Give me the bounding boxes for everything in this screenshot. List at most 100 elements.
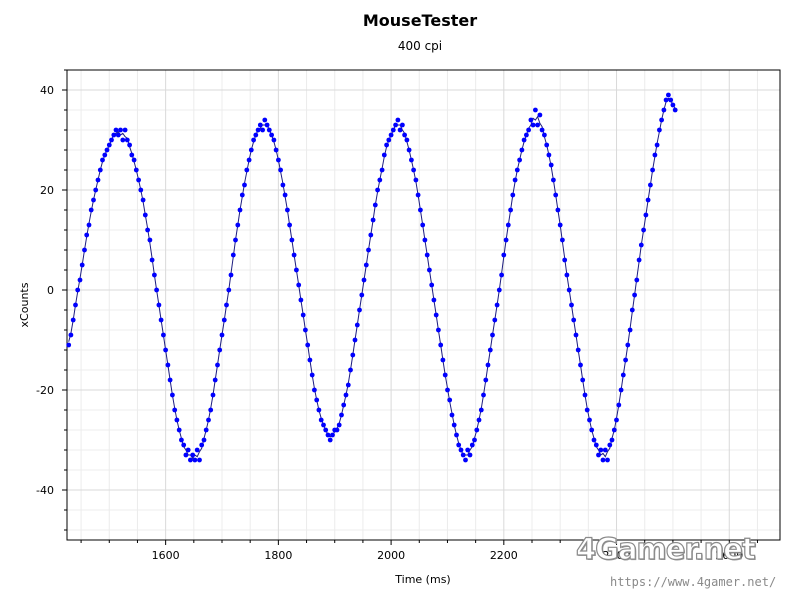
- data-point: [237, 207, 243, 213]
- data-point: [79, 262, 85, 268]
- data-point: [330, 432, 335, 438]
- data-point: [418, 207, 423, 213]
- data-point: [427, 267, 432, 273]
- data-point: [86, 222, 92, 228]
- data-point: [262, 117, 268, 123]
- data-point: [106, 142, 112, 148]
- data-point: [449, 412, 455, 418]
- data-point: [431, 297, 437, 303]
- data-point: [278, 167, 283, 173]
- data-point: [296, 282, 302, 288]
- data-point: [607, 442, 613, 448]
- data-point: [638, 242, 644, 248]
- data-point: [246, 157, 252, 163]
- y-tick-labels: 40 20 0 -20 -40: [36, 84, 54, 497]
- watermark-logo: 4Gamer.net: [575, 532, 756, 566]
- data-point: [285, 207, 290, 213]
- data-point: [600, 457, 606, 463]
- data-point: [415, 192, 421, 198]
- data-point: [447, 397, 453, 403]
- data-point: [233, 237, 238, 243]
- data-point: [409, 157, 414, 163]
- data-point: [381, 152, 387, 158]
- data-point: [138, 187, 144, 193]
- data-point: [363, 262, 369, 268]
- data-point: [215, 362, 220, 368]
- x-tick-label: 2200: [490, 549, 518, 562]
- data-point: [494, 302, 500, 308]
- data-point: [152, 272, 157, 278]
- data-point: [161, 332, 166, 338]
- data-point: [424, 252, 430, 258]
- data-point: [100, 157, 105, 163]
- axis-ticks: [62, 69, 758, 545]
- data-point: [354, 322, 360, 328]
- data-point: [496, 287, 502, 293]
- data-point: [580, 377, 586, 383]
- data-point: [242, 182, 247, 188]
- data-point: [84, 232, 90, 238]
- data-point: [438, 342, 444, 348]
- data-point: [481, 392, 486, 398]
- data-point: [97, 167, 103, 173]
- data-point: [253, 132, 259, 138]
- data-point: [614, 417, 619, 423]
- data-point: [348, 367, 353, 373]
- data-point: [546, 152, 552, 158]
- data-point: [553, 192, 559, 198]
- data-point: [294, 267, 299, 273]
- x-axis-label: Time (ms): [394, 573, 450, 586]
- data-point: [663, 97, 669, 103]
- data-point: [379, 167, 385, 173]
- data-point: [661, 107, 667, 113]
- data-point: [287, 222, 292, 228]
- data-point: [388, 132, 394, 138]
- data-point: [411, 167, 416, 173]
- data-point: [368, 232, 374, 238]
- data-point: [181, 442, 187, 448]
- x-tick-label: 1800: [264, 549, 292, 562]
- data-point: [609, 437, 615, 443]
- data-point: [460, 452, 466, 458]
- data-point: [393, 122, 398, 128]
- data-point: [147, 237, 153, 243]
- data-point: [578, 362, 583, 368]
- data-point: [305, 342, 311, 348]
- data-point: [400, 122, 405, 128]
- data-point: [260, 127, 265, 133]
- data-point: [133, 167, 139, 173]
- data-point: [212, 377, 218, 383]
- chart-subtitle: 400 cpi: [398, 39, 442, 53]
- data-point: [569, 302, 574, 308]
- data-point: [167, 377, 173, 383]
- data-point: [650, 167, 655, 173]
- data-point: [668, 97, 674, 103]
- data-point: [533, 107, 538, 113]
- data-point: [384, 142, 389, 148]
- data-point: [429, 282, 435, 288]
- trend-line: [68, 97, 676, 460]
- data-point: [219, 332, 225, 338]
- minor-gridlines: [67, 69, 780, 540]
- data-point: [118, 127, 123, 133]
- y-tick-label: -20: [36, 384, 54, 397]
- data-point: [188, 457, 193, 463]
- series-trend-line: [68, 97, 676, 460]
- data-point: [395, 117, 401, 123]
- data-point: [111, 132, 117, 138]
- data-point: [154, 287, 160, 293]
- data-point: [587, 417, 592, 423]
- data-point: [131, 157, 137, 163]
- data-point: [591, 437, 597, 443]
- data-point: [68, 332, 74, 338]
- data-point: [140, 197, 146, 203]
- data-point: [273, 147, 279, 153]
- data-point: [251, 137, 256, 143]
- data-point: [66, 342, 72, 348]
- data-point: [625, 342, 631, 348]
- data-point: [201, 437, 207, 443]
- data-point: [645, 197, 651, 203]
- data-point: [557, 222, 563, 228]
- data-point: [109, 137, 114, 143]
- data-point: [316, 407, 322, 413]
